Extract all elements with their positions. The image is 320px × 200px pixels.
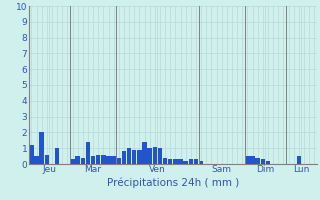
Bar xyxy=(34,156,39,164)
Bar xyxy=(91,156,95,164)
Bar xyxy=(163,158,167,164)
Bar xyxy=(158,148,162,164)
Bar xyxy=(148,148,152,164)
Bar xyxy=(173,159,178,164)
Bar xyxy=(122,151,126,164)
Bar xyxy=(111,156,116,164)
Bar xyxy=(188,159,193,164)
Bar xyxy=(106,156,111,164)
Bar xyxy=(153,147,157,164)
Bar xyxy=(137,150,141,164)
Bar xyxy=(260,159,265,164)
Bar xyxy=(245,156,250,164)
Bar xyxy=(44,155,49,164)
Bar xyxy=(76,156,80,164)
Bar xyxy=(29,145,34,164)
Bar xyxy=(55,148,59,164)
Bar xyxy=(96,155,100,164)
Bar xyxy=(250,156,255,164)
X-axis label: Précipitations 24h ( mm ): Précipitations 24h ( mm ) xyxy=(107,177,239,188)
Bar xyxy=(70,159,75,164)
Bar xyxy=(39,132,44,164)
Bar xyxy=(255,158,260,164)
Bar xyxy=(142,142,147,164)
Bar xyxy=(194,159,198,164)
Bar xyxy=(266,161,270,164)
Bar xyxy=(178,159,183,164)
Bar xyxy=(297,156,301,164)
Bar xyxy=(86,142,90,164)
Bar xyxy=(81,158,85,164)
Bar xyxy=(132,150,136,164)
Bar xyxy=(116,158,121,164)
Bar xyxy=(183,161,188,164)
Bar xyxy=(168,159,172,164)
Bar xyxy=(127,148,131,164)
Bar xyxy=(101,155,106,164)
Bar xyxy=(199,161,203,164)
